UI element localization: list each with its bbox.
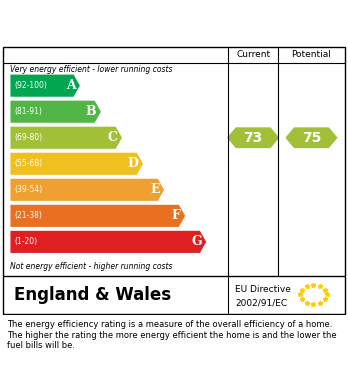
Text: B: B <box>86 105 96 118</box>
Polygon shape <box>10 231 206 253</box>
Polygon shape <box>10 205 185 227</box>
Text: D: D <box>128 157 139 170</box>
Text: Energy Efficiency Rating: Energy Efficiency Rating <box>10 13 239 32</box>
Text: G: G <box>191 235 202 248</box>
Text: C: C <box>108 131 118 144</box>
Polygon shape <box>10 75 80 97</box>
Text: E: E <box>150 183 160 196</box>
Text: (69-80): (69-80) <box>14 133 42 142</box>
Polygon shape <box>227 127 279 148</box>
Text: EU Directive: EU Directive <box>235 285 291 294</box>
Text: A: A <box>66 79 76 92</box>
Text: (1-20): (1-20) <box>14 237 37 246</box>
Text: (21-38): (21-38) <box>14 212 42 221</box>
Text: F: F <box>172 209 181 222</box>
Text: Current: Current <box>236 50 270 59</box>
Polygon shape <box>285 127 338 148</box>
Text: (39-54): (39-54) <box>14 185 42 194</box>
Polygon shape <box>10 127 122 149</box>
Text: Not energy efficient - higher running costs: Not energy efficient - higher running co… <box>10 262 173 271</box>
Text: The energy efficiency rating is a measure of the overall efficiency of a home. T: The energy efficiency rating is a measur… <box>7 321 337 350</box>
Polygon shape <box>10 100 101 123</box>
Polygon shape <box>10 179 164 201</box>
Text: Potential: Potential <box>292 50 331 59</box>
Text: Very energy efficient - lower running costs: Very energy efficient - lower running co… <box>10 65 173 74</box>
Polygon shape <box>10 153 143 175</box>
Text: 73: 73 <box>244 131 263 145</box>
Text: 2002/91/EC: 2002/91/EC <box>235 298 287 308</box>
Text: (55-68): (55-68) <box>14 159 42 168</box>
Text: (81-91): (81-91) <box>14 107 42 116</box>
Text: England & Wales: England & Wales <box>14 286 171 304</box>
Text: (92-100): (92-100) <box>14 81 47 90</box>
Text: 75: 75 <box>302 131 321 145</box>
